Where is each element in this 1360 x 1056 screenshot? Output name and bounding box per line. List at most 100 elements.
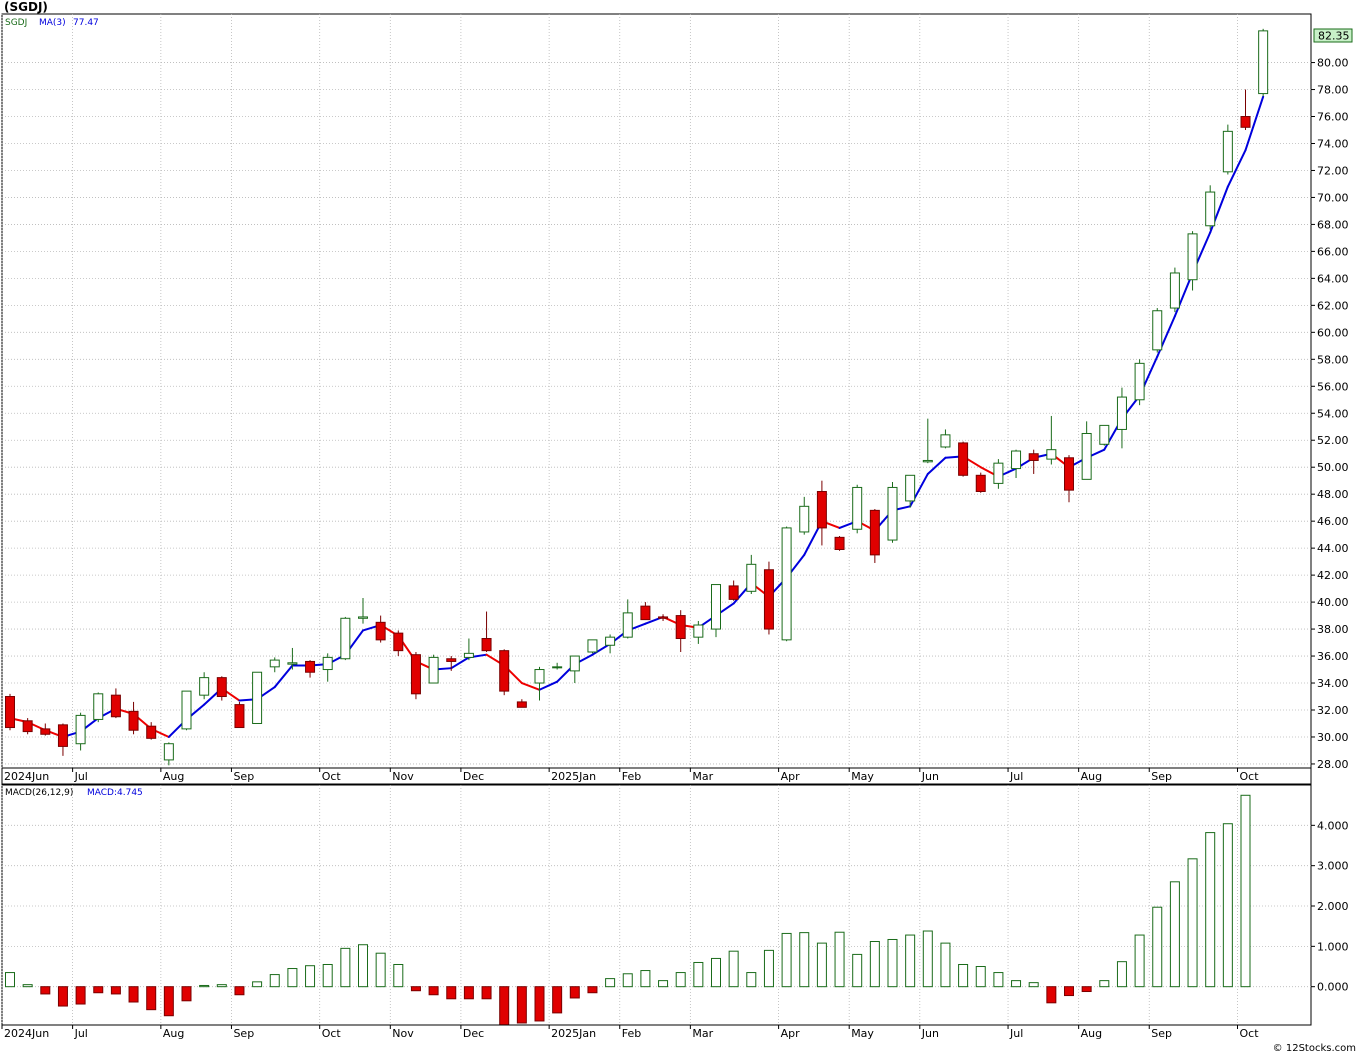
price-month-label: Jul	[1009, 770, 1023, 783]
macd-bar	[552, 986, 563, 1014]
macd-bar	[393, 963, 404, 988]
macd-bar	[40, 986, 51, 995]
macd-month-label: Jun	[921, 1027, 939, 1040]
macd-bar	[1152, 906, 1163, 988]
macd-bar	[5, 972, 15, 988]
candle	[1134, 359, 1145, 406]
macd-bar	[252, 981, 263, 988]
candle-body	[93, 693, 104, 720]
macd-bar	[375, 952, 386, 988]
macd-tick-label: 1.000	[1317, 940, 1349, 953]
candle-body	[1205, 191, 1216, 227]
price-month-label: Oct	[1240, 770, 1260, 783]
macd-bar	[887, 938, 898, 988]
macd-bar	[481, 986, 492, 1000]
candle	[1240, 89, 1251, 130]
price-month-label: Feb	[622, 770, 641, 783]
price-tick-label: 50.00	[1317, 461, 1349, 474]
candle-body	[340, 617, 351, 660]
candle	[446, 656, 457, 671]
candle-body	[887, 486, 898, 541]
macd-bar	[1028, 982, 1039, 988]
price-tick-label: 64.00	[1317, 272, 1349, 285]
candle-body	[110, 694, 121, 718]
macd-y-axis: 0.000 1.000 2.000 3.000 4.000	[1311, 819, 1349, 994]
macd-month-label: Jul	[1009, 1027, 1023, 1040]
candle-body	[305, 660, 316, 673]
macd-bar	[905, 934, 916, 988]
candle	[75, 712, 86, 751]
macd-month-label: Aug	[1081, 1027, 1102, 1040]
candle-body	[816, 490, 827, 529]
last-price-badge: 82.35	[1313, 28, 1353, 43]
macd-bar	[587, 986, 598, 994]
candle-body	[1081, 432, 1092, 480]
macd-bar	[199, 984, 210, 988]
price-month-label: Mar	[692, 770, 713, 783]
candle	[163, 742, 174, 766]
candle	[640, 602, 651, 621]
price-tick-label: 48.00	[1317, 488, 1349, 501]
candle	[57, 723, 68, 756]
macd-bar	[622, 973, 633, 988]
candle	[1011, 449, 1022, 478]
candle-body	[75, 714, 86, 745]
macd-month-label: Nov	[392, 1027, 414, 1040]
price-tick-label: 66.00	[1317, 245, 1349, 258]
candle-body	[269, 659, 280, 668]
candle	[516, 699, 527, 708]
macd-panel-frame	[1, 784, 1312, 1026]
ma-segment	[273, 664, 294, 689]
candle-body	[640, 605, 651, 621]
macd-bar	[728, 950, 739, 988]
candle	[658, 614, 669, 621]
price-panel-frame	[1, 13, 1312, 785]
candle	[1046, 415, 1057, 465]
macd-bar	[922, 930, 933, 988]
candle	[763, 561, 774, 635]
price-month-label: Aug	[163, 770, 184, 783]
candle-body	[516, 701, 527, 708]
price-tick-label: 46.00	[1317, 515, 1349, 528]
candle	[22, 718, 33, 735]
candle	[499, 649, 510, 696]
ma-segment	[520, 682, 541, 691]
macd-bar	[816, 942, 827, 988]
candle	[146, 722, 157, 740]
macd-bar	[163, 986, 174, 1017]
price-tick-label: 78.00	[1317, 84, 1349, 97]
ma-segment	[538, 680, 559, 691]
macd-bar	[763, 949, 774, 988]
price-grid	[1, 14, 1311, 768]
candle-body	[534, 669, 545, 684]
candle	[234, 701, 245, 729]
candle	[40, 723, 51, 736]
macd-bar	[940, 942, 951, 988]
candle	[340, 616, 351, 661]
candle	[958, 441, 969, 477]
price-tick-label: 74.00	[1317, 137, 1349, 150]
macd-month-label: Aug	[163, 1027, 184, 1040]
candle-body	[869, 509, 880, 556]
candle-body	[1116, 396, 1127, 430]
macd-month-label: Mar	[692, 1027, 713, 1040]
candle	[305, 660, 316, 678]
macd-bar	[181, 986, 192, 1002]
candle	[1152, 308, 1163, 353]
candle-body	[322, 656, 333, 671]
candle	[1222, 124, 1233, 175]
candle	[534, 666, 545, 701]
macd-month-label: Jul	[74, 1027, 88, 1040]
price-tick-label: 42.00	[1317, 569, 1349, 582]
macd-bar	[834, 931, 845, 988]
price-tick-label: 36.00	[1317, 650, 1349, 663]
chart-title: (SGDJ)	[4, 0, 48, 14]
candle-body	[234, 704, 245, 729]
legend-ma-value: 77.47	[73, 18, 99, 28]
macd-tick-label: 3.000	[1317, 860, 1349, 873]
candle-body	[1028, 453, 1039, 461]
candle-body	[428, 656, 439, 684]
candle-body	[675, 615, 686, 640]
candle	[110, 688, 121, 719]
macd-bar	[1046, 986, 1057, 1004]
